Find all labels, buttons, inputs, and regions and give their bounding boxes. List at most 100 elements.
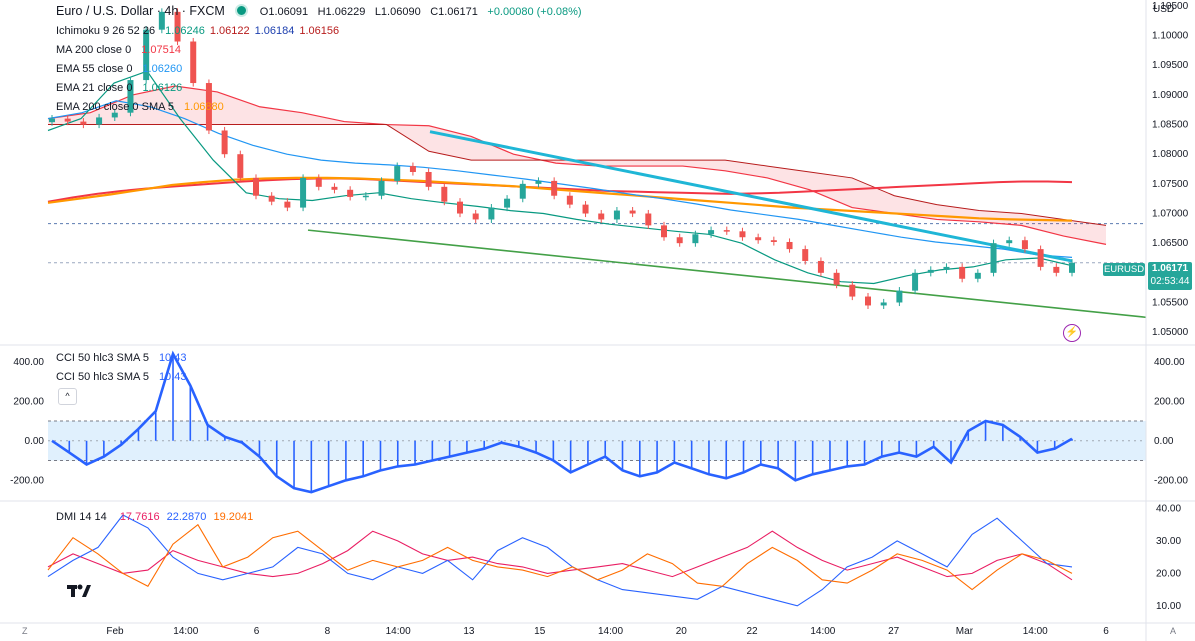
plus-di-value: 17.7616 [119,511,160,523]
indicator-row[interactable]: EMA 55 close 0 1.06260 [56,60,339,79]
dmi-legend: DMI 14 14 17.7616 22.2870 19.2041 [56,508,253,527]
axis-tick-label: 1.05500 [1152,297,1189,308]
indicator-label: EMA 200 close 0 SMA 5 [56,101,175,113]
axis-tick-label: -200.00 [1154,475,1188,486]
candle-body [786,241,793,250]
bar-countdown: 02:53:44 [1150,276,1190,287]
ohlc-low: L1.06090 [374,6,421,18]
candle-body [1069,262,1075,273]
trendline-support [307,229,1147,319]
candle-body [692,234,699,244]
axis-tick-label: 1.07500 [1152,179,1189,190]
axis-tick-label: 1.09500 [1152,60,1189,71]
auto-scale-icon: A [1170,626,1176,636]
ichimoku-cloud [48,86,1106,245]
candle-body [425,172,432,187]
axis-tick-label: 13 [463,626,475,637]
tradingview-logo-icon [67,584,91,597]
candle-body [629,210,636,214]
candle-body [912,272,919,291]
indicator-value: 1.06260 [142,63,183,75]
indicator-label: Ichimoku 9 26 52 26 [56,25,156,37]
candle-body [158,11,165,30]
ema200-line [47,176,1073,222]
axis-tick-label: Feb [106,626,124,637]
tradingview-logo[interactable] [60,577,96,605]
indicator-value: 1.06156 [299,25,340,37]
candle-body [268,195,275,202]
axis-tick-label: -200.00 [10,475,44,486]
candle-body [347,189,354,197]
candle-body [111,112,118,118]
symbol-title[interactable]: Euro / U.S. Dollar · 4h · FXCM [56,4,225,18]
candle-body [802,249,809,261]
candle-body [362,195,369,198]
candle-body [205,83,212,131]
axis-tick-label: 1.10000 [1152,31,1189,42]
candle-body [1037,249,1044,267]
candle-body [959,266,966,279]
candle-body [943,266,950,270]
candle-body [770,240,777,242]
cci-legend-row[interactable]: CCI 50 hlc3 SMA 5 10.43 [56,349,186,368]
candle-body [378,180,385,196]
candle-body [504,198,511,208]
candle-body [221,130,228,155]
candle-body [990,243,997,273]
ichimoku-span-a [47,85,1107,245]
candle-body [755,237,762,241]
cci-legend: CCI 50 hlc3 SMA 5 10.43 CCI 50 hlc3 SMA 5 1… [56,349,186,387]
axis-tick-label: 0.00 [25,436,45,447]
axis-tick-label: 30.00 [1156,536,1181,547]
axis-tick-label: 20 [676,626,688,637]
lightning-icon[interactable]: ⚡ [1063,324,1081,342]
indicator-row[interactable]: EMA 21 close 0 1.06126 [56,79,339,98]
candle-body [661,225,667,238]
axis-tick-label: 8 [325,626,331,637]
axis-tick-label: 1.07000 [1152,209,1189,220]
candle-body [613,210,620,220]
axis-tick-label: 10.00 [1156,601,1181,612]
candle-body [676,237,683,244]
candle-body [315,177,322,187]
candle-body [817,260,824,273]
last-price: 1.06171 [1151,263,1189,274]
indicator-row[interactable]: Ichimoku 9 26 52 26 1.06246 1.06122 1.06184… [56,22,339,41]
candle-body [645,213,652,226]
candle-body [441,186,448,202]
candle-body [833,272,840,285]
minus-di-value: 22.2870 [166,511,207,523]
indicator-value: 1.06184 [254,25,295,37]
candle-body [143,29,150,81]
cci-label: CCI 50 hlc3 SMA 5 [56,352,149,364]
candle-body [519,183,526,199]
ohlc-change: +0.00080 (+0.08%) [487,6,582,18]
axis-tick-label: 0.00 [1154,436,1174,447]
collapse-pane-button[interactable]: ^ [58,388,77,405]
candle-body [331,186,338,190]
trendline-resistance [429,130,1073,263]
symbol-price-tag: EURUSD [1103,263,1145,276]
indicator-value: 1.06880 [184,101,224,113]
indicator-label: EMA 21 close 0 [56,82,133,94]
candle-body [457,201,463,214]
currency-label[interactable]: USD [1153,4,1175,15]
cci-value: 10.43 [158,352,187,364]
axis-tick-label: 200.00 [13,396,44,407]
ma200-line [47,177,1073,203]
indicator-label: EMA 55 close 0 [56,63,133,75]
indicator-row[interactable]: MA 200 close 0 1.07514 [56,41,339,60]
candle-body [96,117,103,125]
candle-body [1053,266,1060,273]
indicator-value: 1.06246 [165,25,205,37]
indicator-legend: Ichimoku 9 26 52 26 1.06246 1.06122 1.06184… [56,22,339,117]
cci-legend-row[interactable]: CCI 50 hlc3 SMA 5 10.43 [56,368,186,387]
candle-body [284,201,291,208]
indicator-row[interactable]: EMA 200 close 0 SMA 5 1.06880 [56,98,339,117]
candle-body [174,11,181,42]
cci-value: 10.43 [158,371,187,383]
candle-body [849,284,856,297]
dmi-series-plusminus-di [47,530,1073,581]
candle-body [896,290,903,303]
